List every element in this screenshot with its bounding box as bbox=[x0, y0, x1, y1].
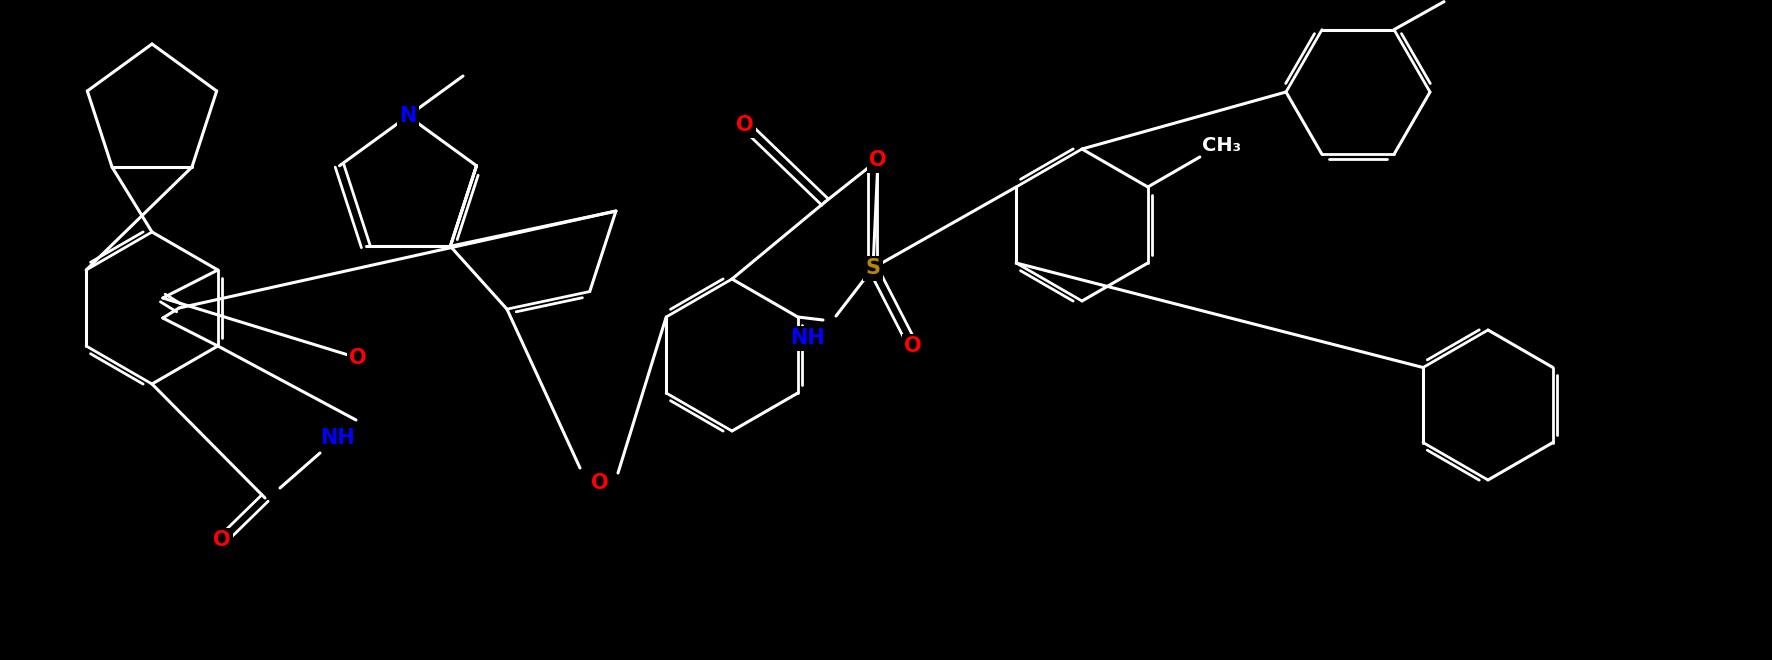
Text: O: O bbox=[213, 530, 230, 550]
Text: NH: NH bbox=[321, 428, 356, 448]
Text: CH₃: CH₃ bbox=[1201, 136, 1240, 155]
Text: O: O bbox=[870, 150, 886, 170]
Text: O: O bbox=[904, 336, 921, 356]
Text: O: O bbox=[735, 115, 753, 135]
Text: S: S bbox=[865, 258, 881, 278]
Text: O: O bbox=[349, 348, 367, 368]
Text: N: N bbox=[399, 106, 416, 126]
Text: NH: NH bbox=[790, 328, 826, 348]
Text: O: O bbox=[592, 473, 610, 493]
